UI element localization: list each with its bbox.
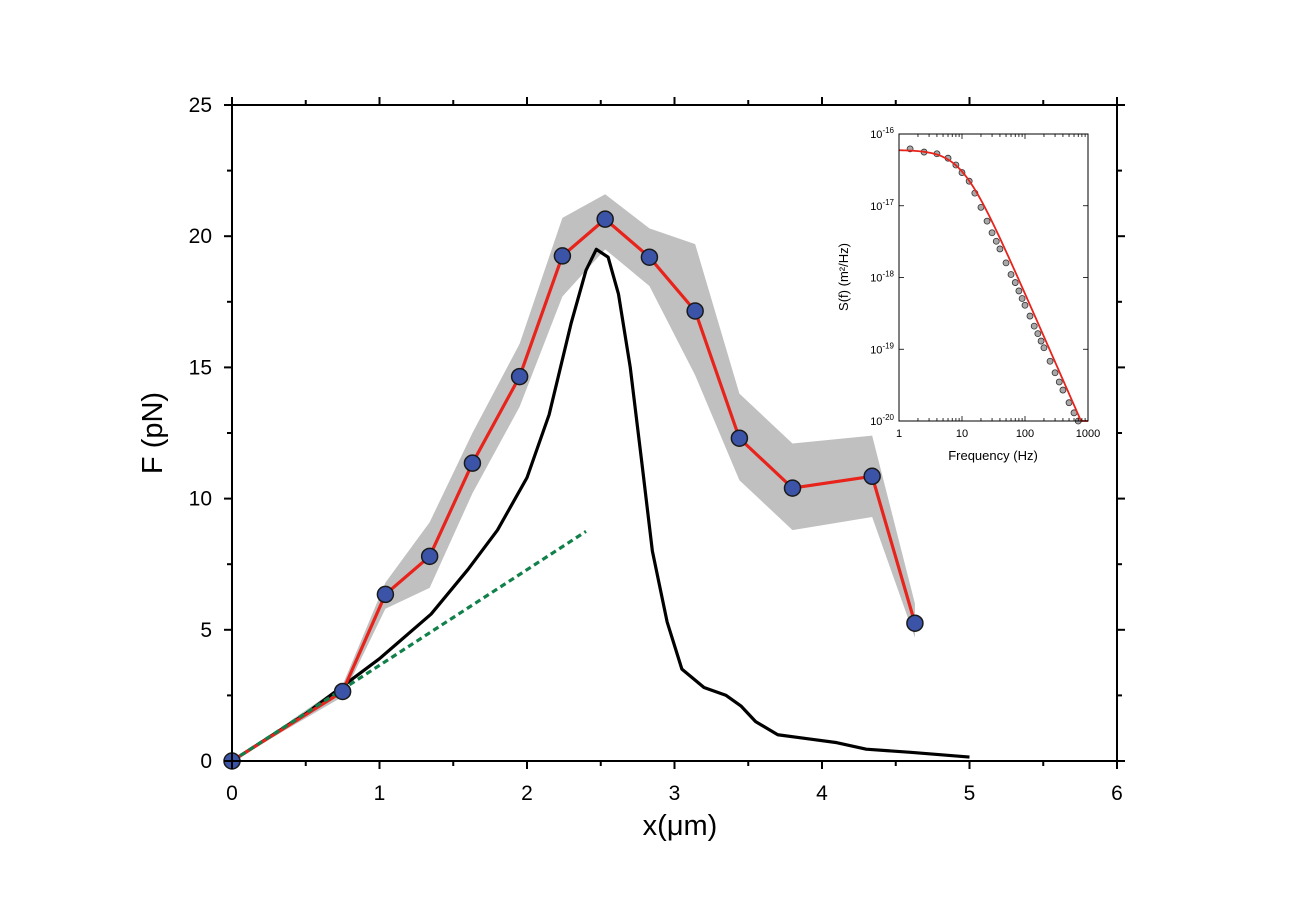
inset-x-tick-label: 1 xyxy=(896,428,902,440)
data-point xyxy=(863,467,881,486)
model-curve xyxy=(231,247,970,763)
y-tick-label: 25 xyxy=(189,94,212,117)
inset-data-point xyxy=(992,237,1000,245)
inset-data-point xyxy=(1059,386,1067,394)
inset-data-point xyxy=(1007,271,1015,278)
inset-y-tick-label: 10-19 xyxy=(870,341,894,356)
inset-data-point xyxy=(1040,344,1048,352)
inset-background xyxy=(899,134,1088,421)
inset-data-point xyxy=(1037,337,1045,345)
x-tick-label: 5 xyxy=(964,782,976,805)
error-band xyxy=(232,194,915,761)
inset-data-point xyxy=(988,229,996,237)
inset-y-tick-label: 10-16 xyxy=(870,126,894,141)
inset-data-point xyxy=(1051,369,1059,377)
inset-data-point xyxy=(1030,322,1038,330)
x-tick-label: 3 xyxy=(669,782,681,805)
data-point xyxy=(420,547,439,566)
data-point xyxy=(906,614,924,632)
series-lines-layer xyxy=(231,217,970,763)
inset-data-point xyxy=(1055,378,1063,386)
data-point xyxy=(333,682,352,701)
inset-y-axis-label: S(f) (m²/Hz) xyxy=(836,243,851,311)
y-tick-label: 15 xyxy=(189,356,212,379)
inset-y-tick-labels: 10-16 10-17 10-18 10-19 10-20 xyxy=(870,126,894,428)
y-tick-label: 10 xyxy=(189,488,212,511)
linear-fit-line xyxy=(231,530,587,763)
data-point xyxy=(463,454,482,472)
inset-fit-line-layer xyxy=(898,149,1088,422)
y-tick-label: 0 xyxy=(200,750,212,773)
inset-x-tick-label: 100 xyxy=(1016,428,1034,440)
inset-plot: 1 10 100 1000 10-16 10-17 10-18 10-19 10-20 Fre… xyxy=(836,126,1100,463)
y-tick-label: 5 xyxy=(200,619,212,642)
x-tick-labels: 0 1 2 3 4 5 6 xyxy=(226,782,1123,805)
data-point xyxy=(553,247,572,265)
axis-ticks-layer xyxy=(224,97,1125,769)
inset-data-point xyxy=(1046,357,1054,365)
error-band-layer xyxy=(232,194,915,761)
inset-data-point xyxy=(983,217,991,225)
inset-data-point xyxy=(1021,301,1029,309)
inset-x-tick-label: 10 xyxy=(956,428,968,440)
main-plot: 0 1 2 3 4 5 6 0 5 10 15 20 25 x(μm) F (pN) xyxy=(137,94,1125,842)
measured-force-line xyxy=(231,217,917,763)
inset-data-point xyxy=(996,245,1004,253)
inset-data-point xyxy=(1015,287,1023,295)
x-axis-label: x(μm) xyxy=(643,810,718,842)
inset-fit-line xyxy=(898,149,1088,422)
data-point xyxy=(510,367,529,386)
inset-axis-ticks-layer xyxy=(898,133,1088,422)
inset-x-axis-label: Frequency (Hz) xyxy=(948,448,1038,463)
data-point xyxy=(376,585,395,604)
y-tick-label: 20 xyxy=(189,225,212,248)
data-point xyxy=(640,248,659,266)
inset-y-tick-label: 10-17 xyxy=(870,198,894,213)
y-tick-labels: 0 5 10 15 20 25 xyxy=(189,94,212,773)
x-tick-label: 6 xyxy=(1111,782,1123,805)
inset-data-point xyxy=(1011,279,1019,286)
x-tick-label: 4 xyxy=(816,782,828,805)
x-tick-label: 0 xyxy=(226,782,238,805)
data-point xyxy=(783,479,802,497)
x-tick-label: 1 xyxy=(374,782,386,805)
data-point xyxy=(730,429,749,447)
data-point xyxy=(596,210,614,228)
data-point xyxy=(686,302,704,320)
inset-data-point xyxy=(1018,295,1026,302)
inset-x-tick-label: 1000 xyxy=(1076,428,1100,440)
data-points-layer xyxy=(223,210,924,770)
inset-data-point xyxy=(1002,259,1010,267)
inset-y-tick-label: 10-20 xyxy=(870,413,894,428)
inset-x-tick-labels: 1 10 100 1000 xyxy=(896,428,1100,440)
y-axis-label: F (pN) xyxy=(137,392,169,474)
x-tick-label: 2 xyxy=(521,782,533,805)
inset-y-tick-label: 10-18 xyxy=(870,270,894,285)
inset-data-point xyxy=(1026,312,1034,320)
inset-data-point xyxy=(1034,330,1042,338)
